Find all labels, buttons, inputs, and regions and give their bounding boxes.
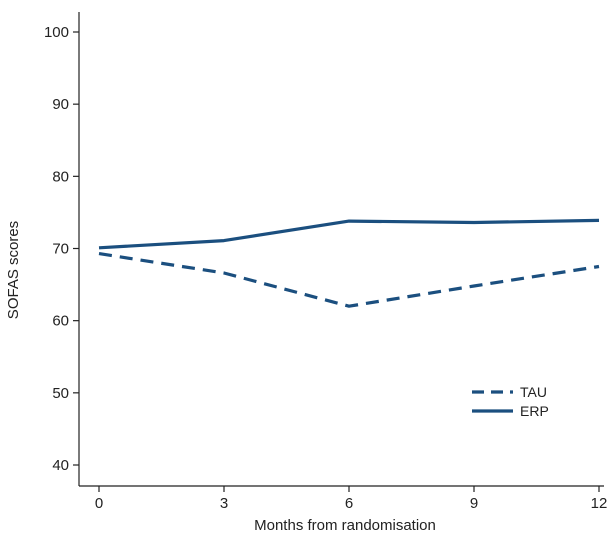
x-tick-label: 9 xyxy=(470,495,478,512)
x-tick-label: 3 xyxy=(220,495,228,512)
series-line-erp xyxy=(98,218,600,250)
y-tick-label: 50 xyxy=(52,385,69,402)
series-lines xyxy=(98,218,600,308)
y-tick-label: 100 xyxy=(44,24,69,41)
y-tick-label: 80 xyxy=(52,168,69,185)
x-axis-title: Months from randomisation xyxy=(254,517,436,534)
x-tick-label: 6 xyxy=(345,495,353,512)
legend-label-tau: TAU xyxy=(520,384,547,400)
legend: TAU ERP xyxy=(472,384,549,419)
y-tick-label: 90 xyxy=(52,96,69,113)
axes: 40 50 60 70 80 90 100 0 3 6 9 12 xyxy=(44,12,607,512)
series-line-tau xyxy=(98,252,600,308)
x-tick-label: 0 xyxy=(95,495,103,512)
y-tick-label: 40 xyxy=(52,457,69,474)
legend-label-erp: ERP xyxy=(520,403,549,419)
y-tick-label: 70 xyxy=(52,241,69,258)
y-axis-title: SOFAS scores xyxy=(5,221,22,319)
y-tick-label: 60 xyxy=(52,313,69,330)
x-tick-label: 12 xyxy=(591,495,608,512)
